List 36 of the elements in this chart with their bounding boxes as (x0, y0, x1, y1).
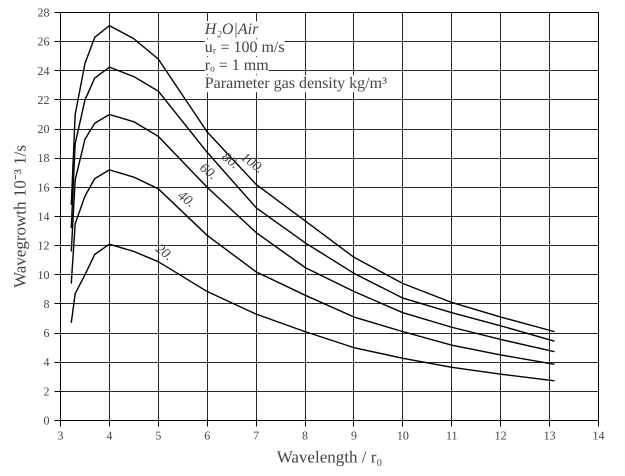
x-tick-label: 6 (204, 428, 210, 442)
y-tick-label: 8 (44, 296, 50, 311)
annotation: Parameter gas density kg/m³ (204, 75, 388, 92)
x-tick-label: 10 (396, 428, 409, 442)
y-tick-label: 18 (38, 151, 50, 166)
x-tick-label: 11 (446, 428, 458, 442)
y-tick-label: 14 (38, 210, 50, 224)
y-axis-title: Wavegrowth 10⁻³ 1/s (10, 145, 30, 288)
x-tick-label: 4 (106, 428, 112, 442)
text: 20. (152, 242, 176, 264)
y-tick-label: 2 (44, 384, 50, 398)
y-tick-label: 26 (38, 34, 50, 49)
x-tick-label: 13 (544, 428, 556, 442)
y-tick-label: 20 (38, 122, 50, 136)
y-tick-label: 22 (38, 92, 50, 107)
x-tick-label: 7 (253, 428, 260, 442)
x-tick-label: 14 (592, 428, 604, 442)
x-axis-title: Wavelength / r₀ (276, 448, 382, 466)
annotation: H₂O|Air (204, 21, 260, 38)
y-tick-label: 0 (44, 414, 50, 428)
y-tick-label: 16 (38, 180, 50, 194)
y-tick-label: 6 (44, 326, 50, 340)
y-tick-label: 10 (38, 268, 50, 282)
text: 40. (174, 188, 198, 211)
text: 60. (196, 160, 220, 184)
annotation: uᵣ = 100 m/s (204, 39, 285, 56)
y-tick-label: 24 (38, 64, 50, 78)
x-tick-label: 5 (155, 428, 162, 442)
annotation: rₒ = 1 mm (204, 57, 270, 74)
x-tick-label: 12 (494, 428, 507, 442)
y-tick-label: 4 (44, 355, 50, 370)
y-tick-label: 12 (38, 238, 50, 253)
x-tick-label: 8 (302, 428, 308, 442)
x-tick-label: 9 (350, 428, 357, 442)
y-tick-label: 28 (38, 6, 50, 20)
x-tick-label: 3 (58, 428, 64, 442)
